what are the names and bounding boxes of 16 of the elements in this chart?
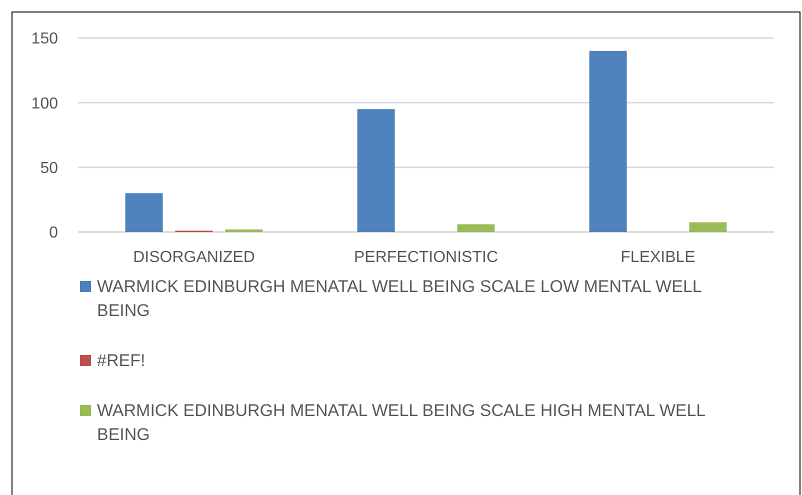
x-tick-label: DISORGANIZED	[133, 249, 255, 266]
bar	[689, 222, 727, 232]
bar	[225, 229, 263, 232]
x-tick-label: FLEXIBLE	[620, 249, 696, 266]
legend-label: WARMICK EDINBURGH MENATAL WELL BEING SCALE HIGH MENTAL WELL BEING	[97, 401, 706, 444]
bar	[357, 109, 395, 232]
x-tick-label: PERFECTIONISTIC	[354, 249, 498, 266]
legend-label: #REF!	[97, 351, 146, 370]
bar	[125, 193, 163, 232]
y-tick-label: 50	[40, 160, 58, 177]
bar	[457, 224, 495, 232]
legend-label: WARMICK EDINBURGH MENATAL WELL BEING SCALE LOW MENTAL WELL BEING	[97, 277, 702, 320]
bar	[589, 50, 627, 232]
y-tick-label: 100	[31, 95, 58, 112]
y-tick-label: 150	[31, 30, 58, 48]
y-tick-label: 0	[49, 224, 58, 242]
